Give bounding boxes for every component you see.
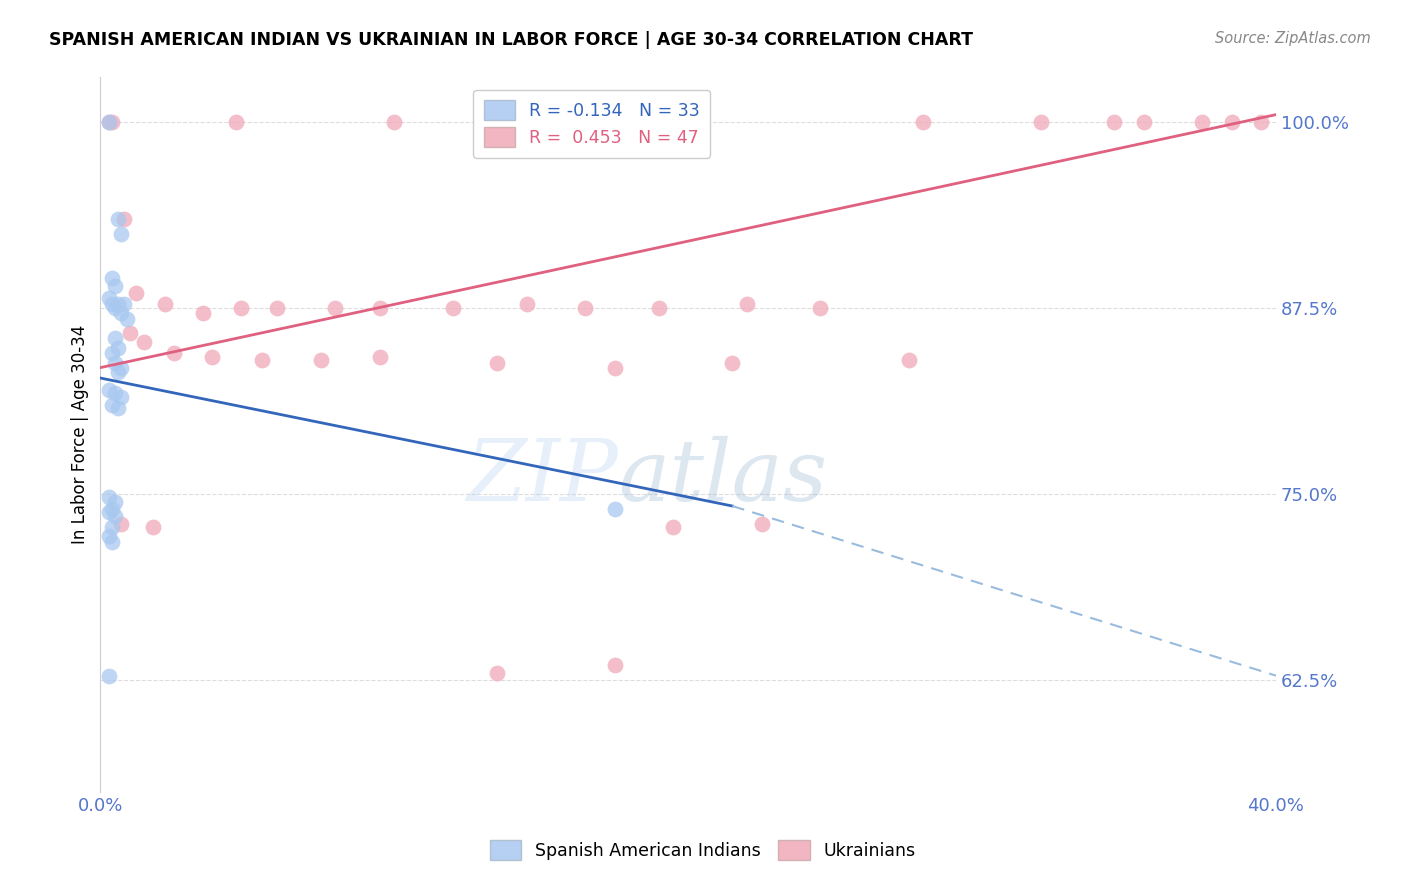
Point (110, 305, 132, 319)
Point (104, 331, 127, 345)
Point (112, 296, 135, 310)
Point (912, 115, 935, 129)
Point (98, 383, 121, 397)
Point (153, 296, 176, 310)
Point (107, 296, 129, 310)
Point (1132, 115, 1154, 129)
Point (309, 353, 332, 368)
Point (112, 211, 135, 226)
Point (98, 291, 121, 305)
Point (501, 115, 523, 129)
Point (1029, 115, 1052, 129)
Point (98, 490, 121, 504)
Point (101, 115, 124, 129)
Point (110, 227, 132, 241)
Point (250, 353, 273, 368)
Point (810, 301, 832, 315)
Point (107, 341, 129, 355)
Point (676, 115, 699, 129)
Point (1250, 115, 1272, 129)
Point (486, 356, 509, 370)
Point (101, 296, 124, 310)
Point (486, 665, 509, 680)
Point (107, 211, 129, 226)
Point (193, 305, 215, 319)
Point (1220, 115, 1243, 129)
Point (1104, 115, 1126, 129)
Legend: Spanish American Indians, Ukrainians: Spanish American Indians, Ukrainians (484, 833, 922, 867)
Legend: R = -0.134   N = 33, R =  0.453   N = 47: R = -0.134 N = 33, R = 0.453 N = 47 (474, 90, 710, 158)
Point (441, 301, 464, 315)
Point (231, 301, 253, 315)
Point (104, 301, 127, 315)
Point (98, 115, 121, 129)
Point (101, 534, 124, 549)
Point (110, 360, 132, 375)
Point (368, 350, 391, 364)
Point (721, 356, 744, 370)
Point (98, 529, 121, 543)
Point (98, 115, 121, 129)
Point (163, 345, 186, 359)
Point (142, 520, 165, 534)
Point (897, 353, 920, 368)
Point (266, 301, 288, 315)
Point (603, 360, 626, 375)
Point (368, 301, 391, 315)
Point (110, 516, 132, 531)
Point (751, 516, 773, 531)
Point (427, 847, 450, 862)
Point (104, 278, 127, 293)
Point (603, 658, 626, 673)
Point (101, 502, 124, 516)
Point (107, 401, 129, 415)
Point (104, 509, 127, 524)
Point (124, 286, 146, 301)
Point (530, 115, 553, 129)
Point (101, 520, 124, 534)
Point (1191, 115, 1213, 129)
Point (574, 301, 596, 315)
Text: atlas: atlas (617, 436, 827, 519)
Text: ZIP: ZIP (465, 436, 617, 519)
Point (104, 356, 127, 370)
Point (735, 296, 758, 310)
Point (98, 505, 121, 519)
Point (382, 115, 405, 129)
Point (201, 350, 224, 364)
Point (633, 115, 655, 129)
Y-axis label: In Labor Force | Age 30-34: In Labor Force | Age 30-34 (72, 325, 89, 544)
Point (104, 385, 127, 400)
Point (107, 365, 129, 379)
Point (662, 520, 685, 534)
Point (110, 390, 132, 404)
Point (134, 335, 156, 350)
Point (101, 398, 124, 412)
Point (98, 668, 121, 682)
Point (225, 115, 247, 129)
Text: Source: ZipAtlas.com: Source: ZipAtlas.com (1215, 31, 1371, 46)
Point (515, 296, 537, 310)
Point (118, 326, 141, 341)
Point (325, 301, 347, 315)
Point (603, 502, 626, 516)
Text: SPANISH AMERICAN INDIAN VS UKRAINIAN IN LABOR FORCE | AGE 30-34 CORRELATION CHAR: SPANISH AMERICAN INDIAN VS UKRAINIAN IN … (49, 31, 973, 49)
Point (101, 345, 124, 359)
Point (115, 311, 138, 326)
Point (104, 494, 127, 508)
Point (101, 271, 124, 285)
Point (648, 301, 671, 315)
